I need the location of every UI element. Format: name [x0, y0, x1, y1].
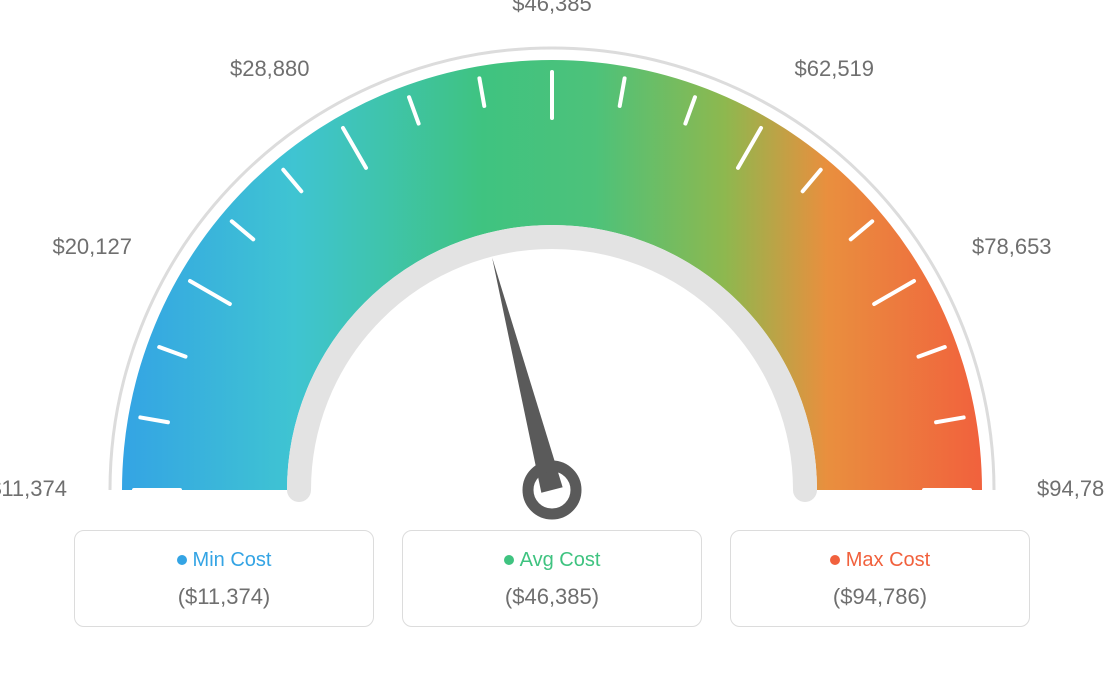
- legend-title-avg-text: Avg Cost: [520, 549, 601, 571]
- dot-icon: [177, 555, 187, 565]
- gauge-tick-label: $62,519: [795, 56, 875, 82]
- legend-card-min: Min Cost ($11,374): [74, 530, 374, 627]
- gauge-tick-label: $11,374: [0, 476, 67, 502]
- legend-value-min: ($11,374): [85, 584, 363, 610]
- legend-title-max: Max Cost: [741, 549, 1019, 572]
- gauge-needle: [492, 258, 563, 493]
- legend-title-avg: Avg Cost: [413, 549, 691, 572]
- gauge-arc: [122, 60, 982, 490]
- gauge-tick-label: $78,653: [972, 234, 1052, 260]
- legend-title-min-text: Min Cost: [193, 549, 272, 571]
- gauge-tick-label: $94,786: [1037, 476, 1104, 502]
- legend-row: Min Cost ($11,374) Avg Cost ($46,385) Ma…: [0, 530, 1104, 627]
- legend-value-max: ($94,786): [741, 584, 1019, 610]
- legend-title-min: Min Cost: [85, 549, 363, 572]
- legend-card-avg: Avg Cost ($46,385): [402, 530, 702, 627]
- gauge-tick-label: $46,385: [512, 0, 592, 17]
- legend-card-max: Max Cost ($94,786): [730, 530, 1030, 627]
- gauge-svg: [0, 0, 1104, 520]
- dot-icon: [504, 555, 514, 565]
- legend-value-avg: ($46,385): [413, 584, 691, 610]
- legend-title-max-text: Max Cost: [846, 549, 930, 571]
- gauge-tick-label: $20,127: [52, 234, 132, 260]
- dot-icon: [830, 555, 840, 565]
- gauge-tick-label: $28,880: [230, 56, 310, 82]
- gauge-chart: $11,374 $20,127 $28,880 $46,385 $62,519 $78,6…: [0, 0, 1104, 520]
